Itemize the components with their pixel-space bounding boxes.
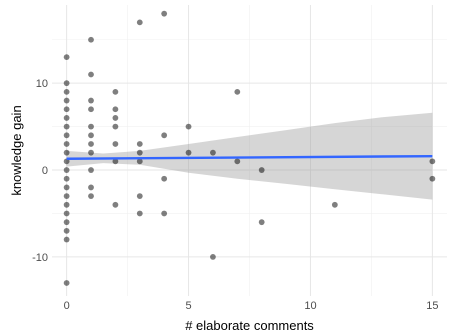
data-point bbox=[112, 88, 119, 95]
data-point bbox=[88, 184, 94, 191]
data-point bbox=[88, 71, 94, 78]
x-tick-label: 5 bbox=[185, 300, 191, 312]
data-point bbox=[112, 106, 119, 113]
data-point bbox=[63, 149, 70, 156]
data-point bbox=[112, 123, 119, 130]
data-point bbox=[63, 227, 70, 234]
data-point bbox=[258, 167, 265, 173]
data-point bbox=[88, 141, 94, 147]
y-tick-label: 10 bbox=[36, 78, 48, 90]
data-point bbox=[63, 54, 70, 61]
data-point bbox=[88, 123, 94, 130]
x-axis-title: # elaborate comments bbox=[185, 318, 314, 333]
data-point bbox=[63, 280, 70, 286]
data-point bbox=[112, 115, 119, 121]
data-point bbox=[136, 141, 143, 147]
data-point bbox=[63, 88, 70, 95]
y-axis-tick-labels: -10 0 10 bbox=[32, 78, 48, 264]
data-point bbox=[161, 10, 168, 17]
data-point bbox=[88, 149, 94, 156]
trend-line bbox=[66, 154, 433, 160]
data-point bbox=[63, 193, 70, 200]
x-tick-label: 10 bbox=[304, 300, 316, 312]
x-axis-tick-labels: 0 5 10 15 bbox=[64, 300, 439, 312]
major-gridlines bbox=[52, 5, 447, 296]
y-tick-label: 0 bbox=[42, 165, 48, 177]
data-point bbox=[258, 219, 265, 226]
confidence-band-area bbox=[66, 112, 433, 200]
data-point bbox=[161, 210, 168, 217]
data-point bbox=[210, 254, 216, 260]
data-point bbox=[136, 193, 143, 200]
data-point bbox=[234, 88, 241, 95]
data-point bbox=[63, 201, 70, 208]
x-tick-label: 15 bbox=[426, 300, 438, 312]
data-points bbox=[63, 10, 436, 286]
data-point bbox=[161, 175, 168, 182]
data-point bbox=[234, 158, 241, 165]
data-point bbox=[112, 201, 119, 208]
data-point bbox=[63, 219, 70, 226]
data-point bbox=[88, 193, 94, 200]
data-point bbox=[88, 167, 94, 173]
data-point bbox=[429, 158, 436, 165]
regression-line bbox=[66, 154, 433, 160]
y-axis-title: knowledge gain bbox=[9, 105, 24, 195]
data-point bbox=[185, 149, 192, 156]
data-point bbox=[88, 97, 94, 104]
data-point bbox=[63, 97, 70, 104]
x-tick-label: 0 bbox=[64, 300, 70, 312]
data-point bbox=[112, 141, 119, 147]
data-point bbox=[136, 149, 143, 156]
data-point bbox=[63, 141, 70, 147]
data-point bbox=[63, 236, 70, 243]
data-point bbox=[88, 132, 94, 139]
data-point bbox=[136, 19, 143, 26]
data-point bbox=[331, 201, 338, 208]
data-point bbox=[88, 36, 94, 43]
data-point bbox=[112, 158, 119, 165]
data-point bbox=[63, 210, 70, 217]
data-point bbox=[161, 132, 168, 139]
y-tick-label: -10 bbox=[32, 252, 48, 264]
data-point bbox=[136, 210, 143, 217]
data-point bbox=[63, 115, 70, 121]
confidence-band bbox=[66, 112, 433, 200]
data-point bbox=[88, 106, 94, 113]
data-point bbox=[63, 106, 70, 113]
data-point bbox=[63, 123, 70, 130]
data-point bbox=[63, 184, 70, 191]
data-point bbox=[136, 158, 143, 165]
data-point bbox=[210, 149, 216, 156]
data-point bbox=[429, 175, 436, 182]
data-point bbox=[63, 80, 70, 87]
data-point bbox=[185, 123, 192, 130]
data-point bbox=[63, 175, 70, 182]
data-point bbox=[63, 132, 70, 139]
data-point bbox=[63, 167, 70, 173]
